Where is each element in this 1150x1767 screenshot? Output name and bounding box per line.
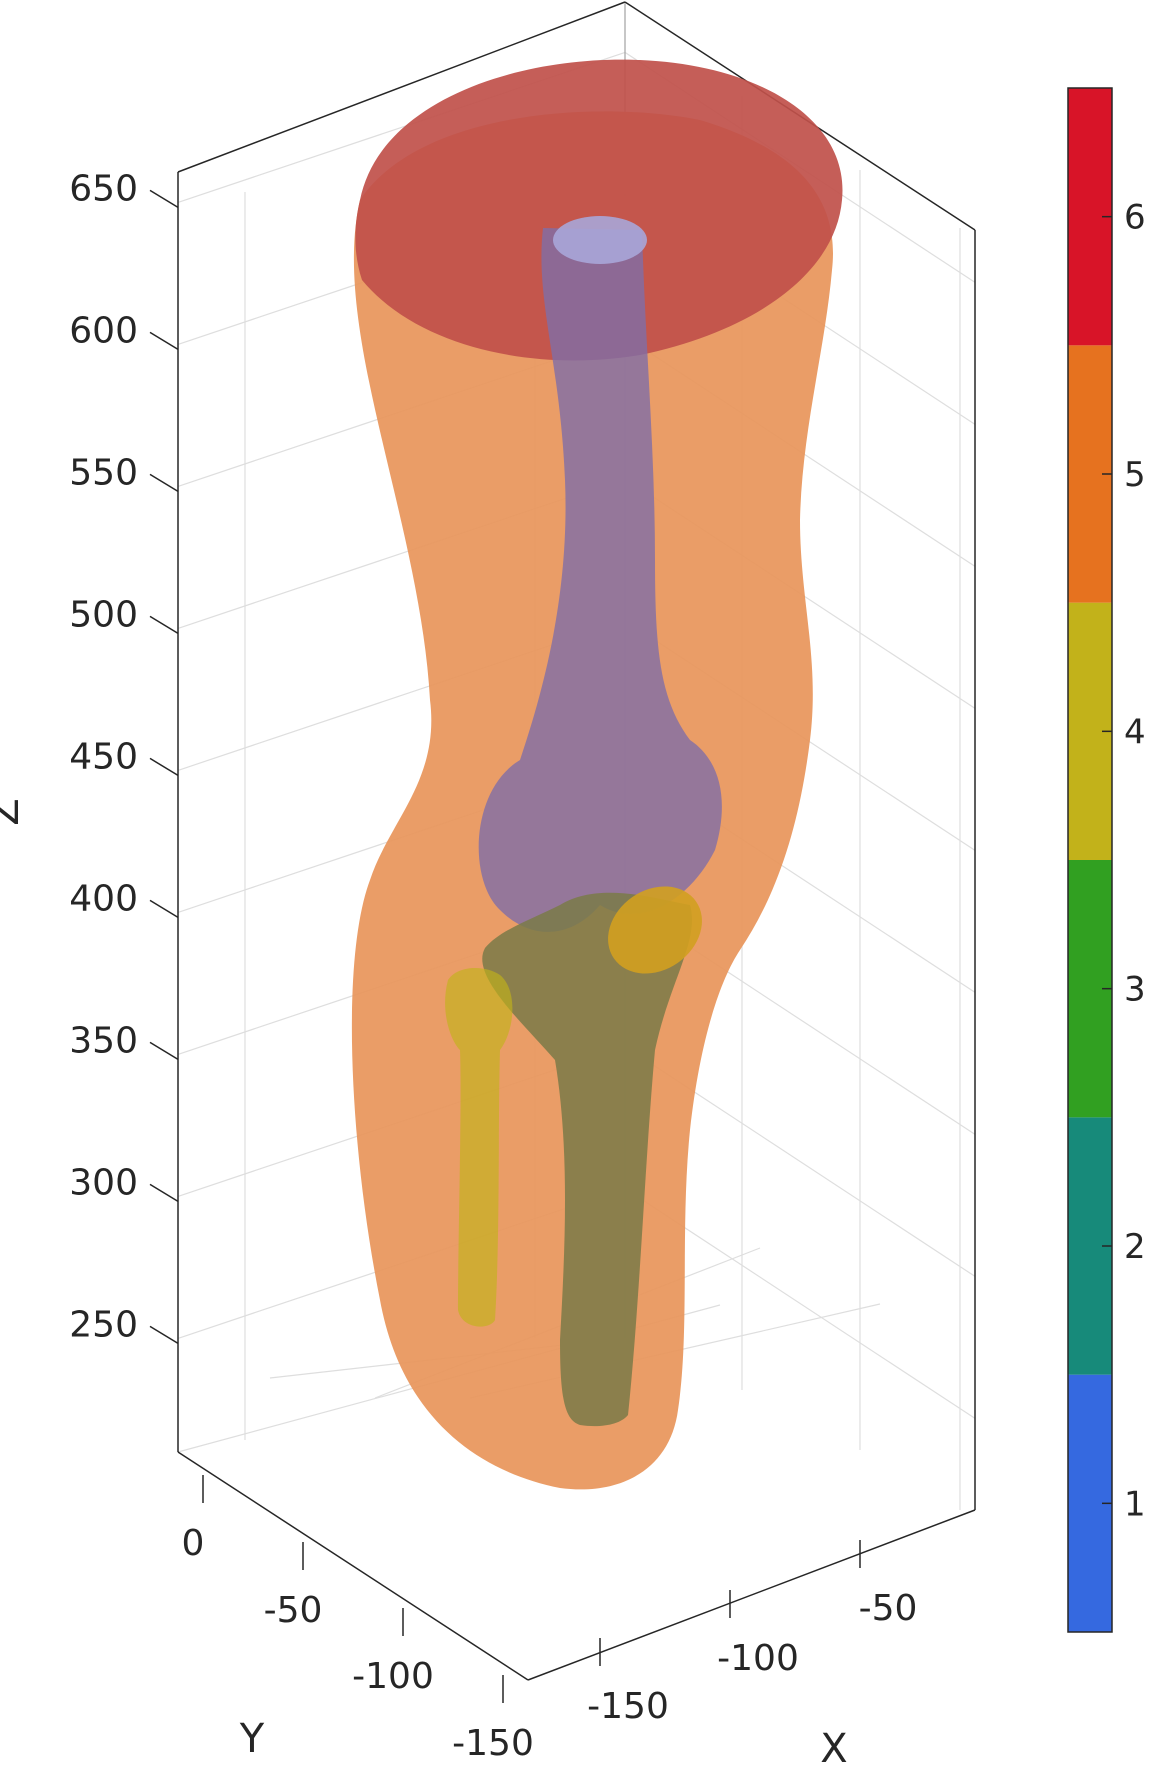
y-axis-label: Y (239, 1716, 265, 1762)
colorbar-tick-label: 3 (1124, 970, 1146, 1010)
colorbar-tick-label: 6 (1124, 198, 1146, 238)
axes-edge (177, 1451, 529, 1681)
z-tick (149, 1041, 179, 1061)
colorbar: 1 2 3 4 5 6 (1067, 87, 1146, 1633)
surface-layer (351, 59, 843, 1490)
y-tick-label: -50 (264, 1590, 323, 1631)
patella-surface (608, 886, 702, 974)
y-tick-label: -100 (352, 1656, 434, 1697)
z-tick (149, 899, 179, 919)
z-tick-label: 650 (69, 168, 138, 209)
z-tick-label: 250 (69, 1304, 138, 1345)
fibula-surface (445, 968, 513, 1327)
z-tick-label: 300 (69, 1162, 138, 1203)
y-tick-label: 0 (182, 1523, 205, 1564)
top-cap-surface (355, 59, 843, 361)
colorbar-tick-label: 5 (1124, 455, 1146, 495)
z-tick (149, 189, 179, 209)
z-tick (149, 1183, 179, 1203)
femur-cap (553, 216, 647, 264)
colorbar-tick-label: 1 (1124, 1484, 1146, 1524)
z-tick (149, 615, 179, 635)
femur-surface (478, 228, 722, 932)
z-tick (149, 1325, 179, 1345)
z-tick-label: 450 (69, 736, 138, 777)
axes-edge (527, 1509, 976, 1681)
x-axis-label: X (820, 1726, 847, 1767)
y-tick-label: -150 (452, 1723, 534, 1764)
tibia-surface (482, 892, 692, 1427)
x-tick-label: -50 (859, 1588, 918, 1629)
z-axis-label: Z (0, 798, 28, 825)
z-tick-label: 350 (69, 1020, 138, 1061)
x-tick-label: -100 (717, 1638, 799, 1679)
z-tick-label: 550 (69, 452, 138, 493)
z-tick-label: 500 (69, 594, 138, 635)
z-tick-label: 400 (69, 878, 138, 919)
x-tick-label: -150 (587, 1686, 669, 1727)
colorbar-tick-label: 4 (1124, 712, 1146, 752)
z-tick (149, 757, 179, 777)
axis-titles: Z Y X (0, 798, 848, 1767)
z-tick-label: 600 (69, 310, 138, 351)
colorbar-tick-label: 2 (1124, 1227, 1146, 1267)
tick-layer: 6506005505004504003503002500-50-100-150-… (69, 168, 917, 1764)
axes-edge (177, 1, 626, 173)
colorbar-frame (1067, 87, 1113, 1633)
z-tick (149, 331, 179, 351)
z-tick (149, 473, 179, 493)
